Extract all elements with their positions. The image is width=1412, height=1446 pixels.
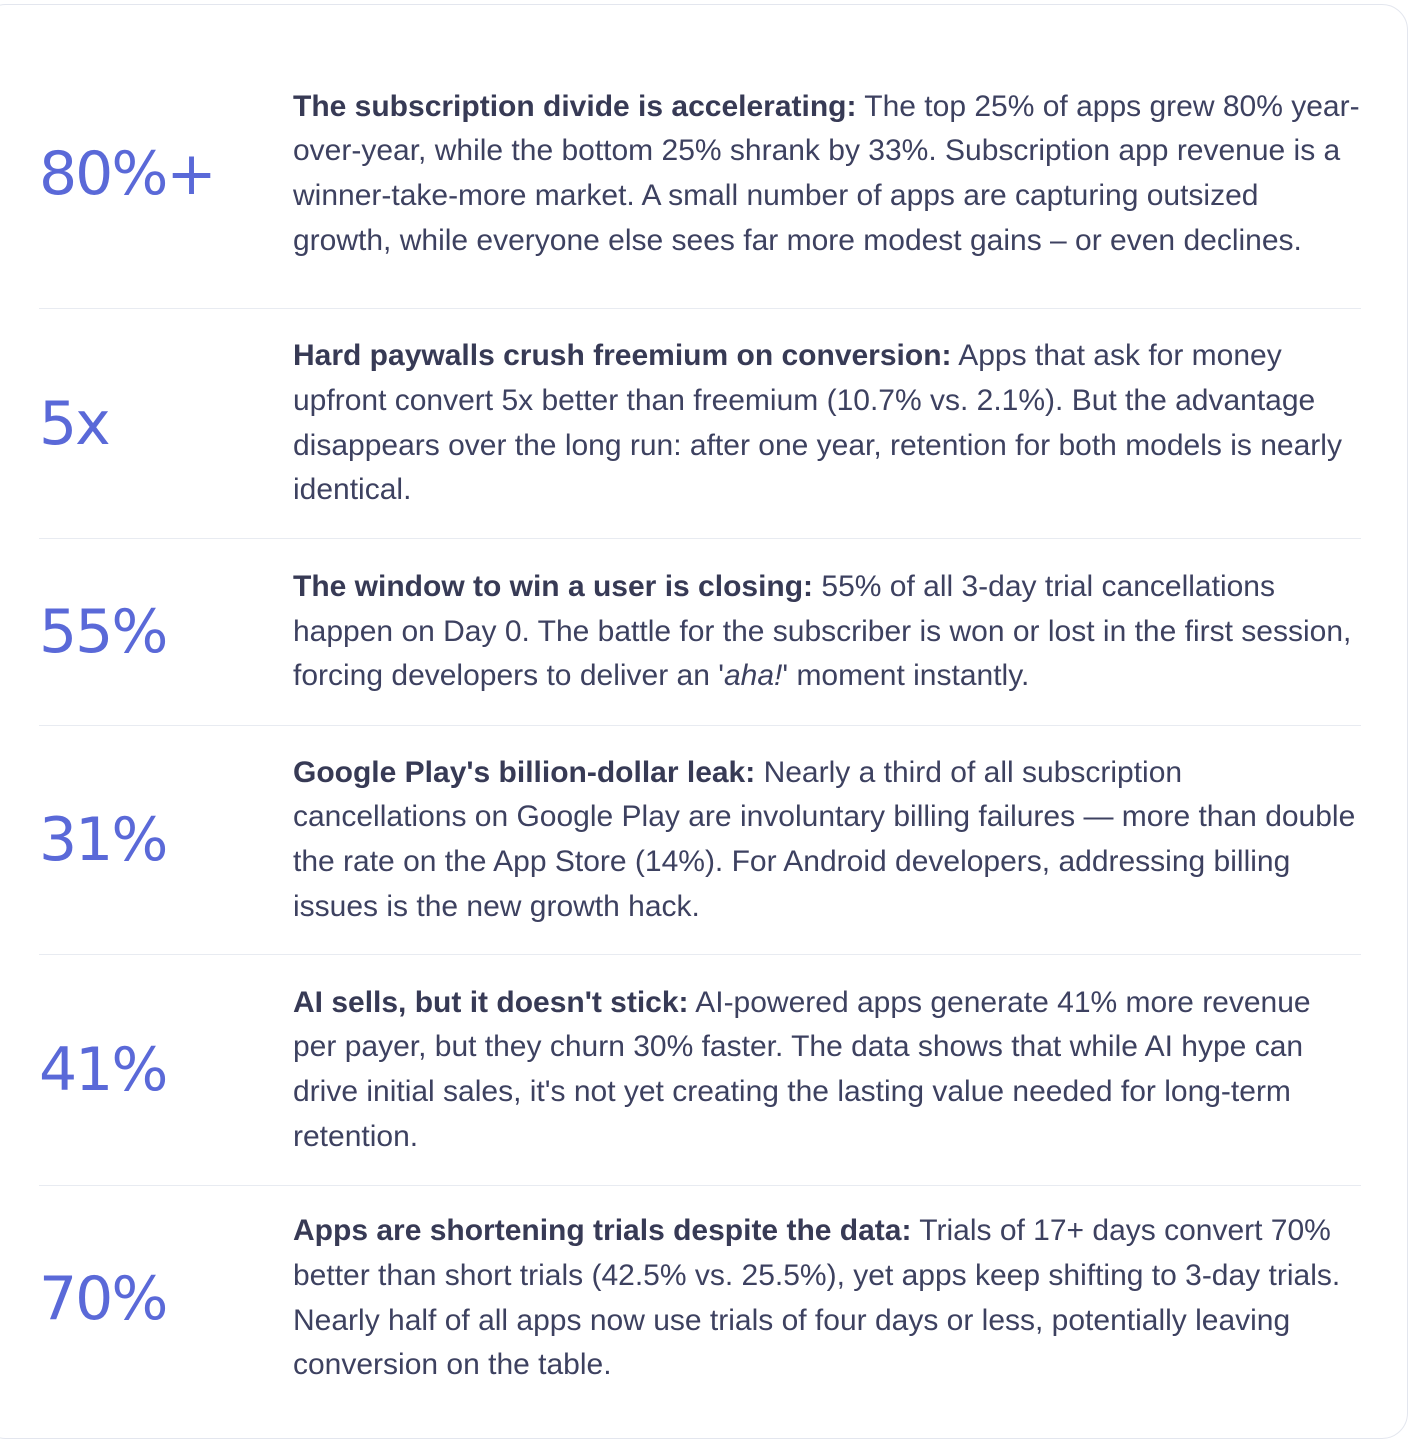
stat-description: Apps are shortening trials despite the d… [293,1209,1361,1387]
stat-body: AI-powered apps generate 41% more revenu… [293,985,1311,1153]
stats-list: 80%+ The subscription divide is accelera… [39,40,1361,1411]
stat-heading: Hard paywalls crush freemium on conversi… [293,339,952,373]
stat-body: Trials of 17+ days convert 70% better th… [293,1214,1341,1382]
stat-figure: 31% [39,805,168,875]
stat-row: 80%+ The subscription divide is accelera… [39,40,1361,309]
stat-figure: 55% [39,597,168,667]
stat-figure: 80%+ [39,139,217,209]
stat-body-end: ' moment instantly. [782,659,1030,693]
stat-row: 5x Hard paywalls crush freemium on conve… [39,309,1361,539]
stat-description: Hard paywalls crush freemium on conversi… [293,334,1361,512]
stat-body: Nearly a third of all subscription cance… [293,755,1356,923]
stat-heading: The subscription divide is accelerating: [293,89,857,123]
stat-description: Google Play's billion-dollar leak: Nearl… [293,751,1361,929]
stats-card [0,4,1408,1439]
stat-row: 55% The window to win a user is closing:… [39,539,1361,726]
stat-body: 55% of all 3-day trial cancellations hap… [293,570,1352,693]
stat-row: 70% Apps are shortening trials despite t… [39,1186,1361,1411]
stat-heading: AI sells, but it doesn't stick: [293,985,689,1019]
stat-figure: 70% [39,1263,168,1334]
stat-body-emphasis: aha! [723,659,783,693]
stat-heading: Apps are shortening trials despite the d… [293,1214,912,1248]
stat-figure: 41% [39,1035,168,1105]
stat-description: The subscription divide is accelerating:… [293,85,1361,263]
stat-description: The window to win a user is closing: 55%… [293,565,1361,699]
stat-body: Apps that ask for money upfront convert … [293,339,1342,507]
stat-description: AI sells, but it doesn't stick: AI-power… [293,981,1361,1159]
stat-row: 41% AI sells, but it doesn't stick: AI-p… [39,955,1361,1186]
stat-heading: The window to win a user is closing: [293,570,814,604]
stat-body: The top 25% of apps grew 80% year-over-y… [293,89,1360,257]
stat-heading: Google Play's billion-dollar leak: [293,755,756,789]
stat-row: 31% Google Play's billion-dollar leak: N… [39,726,1361,955]
stat-figure: 5x [39,388,111,459]
